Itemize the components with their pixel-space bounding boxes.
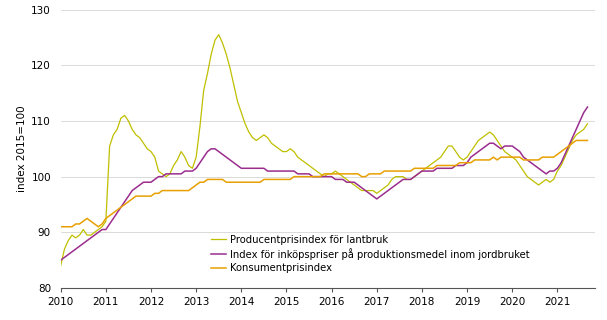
Producentprisindex för lantbruk — [215, 33, 222, 36]
Legend: Producentprisindex för lantbruk, Index för inköpspriser på produktionsmedel inom: Producentprisindex för lantbruk, Index f… — [207, 230, 534, 277]
Line: Konsumentprisindex: Konsumentprisindex — [61, 140, 588, 227]
Konsumentprisindex — [87, 219, 95, 223]
Konsumentprisindex — [572, 139, 580, 142]
Producentprisindex för lantbruk — [61, 247, 68, 251]
Line: Index för inköpspriser på produktionsmedel inom jordbruket: Index för inköpspriser på produktionsmed… — [61, 107, 588, 260]
Konsumentprisindex — [505, 155, 512, 159]
Index för inköpspriser på produktionsmedel inom jordbruket — [584, 105, 591, 109]
Producentprisindex för lantbruk — [561, 155, 569, 159]
Konsumentprisindex — [230, 180, 237, 184]
Producentprisindex för lantbruk — [584, 122, 591, 126]
Konsumentprisindex — [557, 150, 565, 154]
Konsumentprisindex — [516, 155, 523, 159]
Producentprisindex för lantbruk — [520, 169, 527, 173]
Konsumentprisindex — [584, 139, 591, 142]
Index för inköpspriser på produktionsmedel inom jordbruket — [505, 144, 512, 148]
Index för inköpspriser på produktionsmedel inom jordbruket — [61, 255, 68, 259]
Index för inköpspriser på produktionsmedel inom jordbruket — [57, 258, 64, 262]
Index för inköpspriser på produktionsmedel inom jordbruket — [87, 236, 95, 240]
Producentprisindex för lantbruk — [87, 233, 95, 237]
Y-axis label: index 2015=100: index 2015=100 — [17, 106, 27, 192]
Line: Producentprisindex för lantbruk: Producentprisindex för lantbruk — [61, 35, 588, 266]
Index för inköpspriser på produktionsmedel inom jordbruket — [230, 161, 237, 165]
Konsumentprisindex — [61, 225, 68, 229]
Producentprisindex för lantbruk — [57, 264, 64, 268]
Konsumentprisindex — [57, 225, 64, 229]
Index för inköpspriser på produktionsmedel inom jordbruket — [516, 150, 523, 154]
Index för inköpspriser på produktionsmedel inom jordbruket — [557, 161, 565, 165]
Producentprisindex för lantbruk — [509, 155, 516, 159]
Producentprisindex för lantbruk — [234, 100, 241, 103]
